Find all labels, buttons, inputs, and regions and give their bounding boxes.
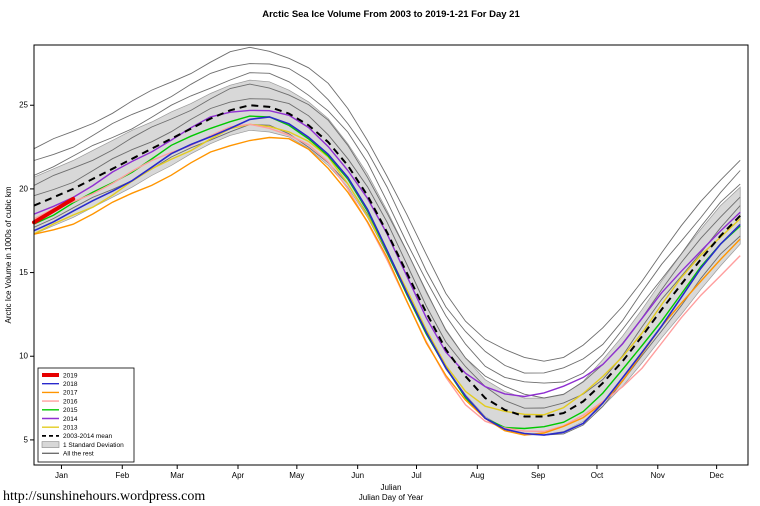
x-tick-label: Jan — [55, 471, 68, 480]
legend-label: 2014 — [63, 416, 78, 423]
x-tick-label: Mar — [170, 471, 184, 480]
rest-year-line — [33, 63, 741, 374]
x-tick-label: May — [289, 471, 304, 480]
y-tick-label: 25 — [19, 101, 28, 110]
plot-area: 5 10 15 20 25 Jan Feb Mar Apr May Jun Jul Aug Sep Oct N… — [19, 44, 749, 480]
y-tick-label: 10 — [19, 352, 28, 361]
year-line-2016 — [33, 123, 741, 433]
x-tick-label: Jul — [411, 471, 421, 480]
chart-title: Arctic Sea Ice Volume From 2003 to 2019-… — [262, 9, 520, 20]
legend-label: 2003-2014 mean — [63, 433, 113, 440]
legend-label: 2017 — [63, 390, 78, 397]
legend-label: All the rest — [63, 451, 94, 458]
year-line-2018 — [33, 116, 741, 436]
footer-url: http://sunshinehours.wordpress.com — [3, 489, 205, 504]
x-axis-label: Julian Day of Year — [359, 493, 424, 502]
x-tick-label: Dec — [709, 471, 723, 480]
y-tick-label: 15 — [19, 268, 28, 277]
x-tick-label: Apr — [232, 471, 245, 480]
legend-label: 2019 — [63, 372, 78, 379]
x-tick-label: Oct — [591, 471, 604, 480]
x-tick-label: Sep — [531, 471, 546, 480]
legend-label: 2016 — [63, 398, 78, 405]
rest-year-line — [33, 72, 741, 384]
x-tick-label: Aug — [470, 471, 484, 480]
rest-year-line — [33, 46, 741, 362]
legend-label: 2018 — [63, 381, 78, 388]
x-tick-label: Nov — [651, 471, 665, 480]
year-line-2017 — [33, 136, 741, 436]
x-tick-label: Feb — [115, 471, 129, 480]
std-deviation-band — [33, 79, 741, 436]
legend-swatch-band — [41, 441, 60, 448]
mean-line — [33, 104, 741, 418]
legend-label: 1 Standard Deviation — [63, 442, 124, 449]
y-tick-label: 20 — [19, 184, 28, 193]
plot-border — [33, 44, 749, 466]
legend-label: 2015 — [63, 407, 78, 414]
x-axis-label-julian: Julian — [381, 483, 402, 492]
legend-label: 2013 — [63, 425, 78, 432]
x-tick-label: Jun — [351, 471, 364, 480]
y-tick-label: 5 — [24, 435, 29, 444]
year-line-2019 — [32, 196, 76, 225]
y-axis-label: Arctic Ice Volume in 1000s of cubic km — [4, 186, 13, 323]
